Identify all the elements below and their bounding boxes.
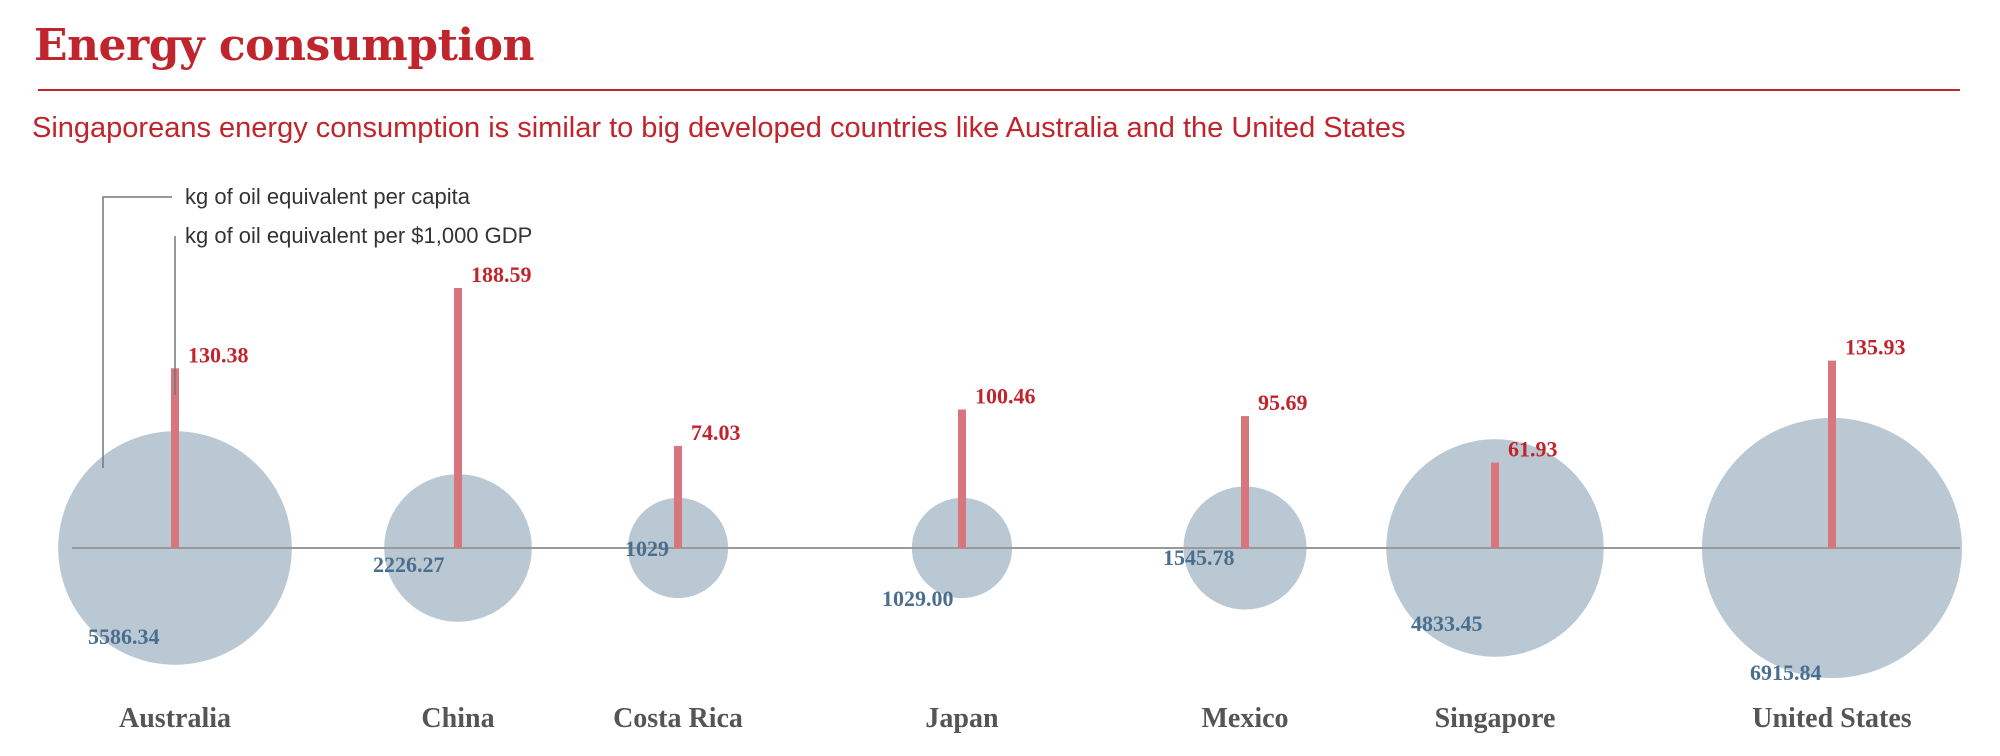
- bar-label-united-states: 135.93: [1845, 335, 1906, 360]
- bar-label-mexico: 95.69: [1258, 390, 1308, 415]
- legend-per-capita: kg of oil equivalent per capita: [185, 184, 471, 209]
- bar-mexico: [1241, 416, 1249, 548]
- legend: kg of oil equivalent per capita kg of oi…: [102, 184, 532, 468]
- bubble-label-china: 2226.27: [373, 552, 445, 577]
- bar-australia: [171, 368, 179, 548]
- bubble-label-australia: 5586.34: [88, 624, 160, 649]
- category-label-china: China: [421, 703, 494, 734]
- category-label-singapore: Singapore: [1435, 703, 1556, 734]
- bar-china: [454, 288, 462, 548]
- legend-per-gdp: kg of oil equivalent per $1,000 GDP: [185, 223, 532, 248]
- category-label-japan: Japan: [925, 703, 999, 734]
- bar-label-china: 188.59: [471, 262, 532, 287]
- bar-costa-rica: [674, 445, 682, 548]
- chart-subtitle: Singaporeans energy consumption is simil…: [32, 112, 1406, 144]
- label-layer: 130.38 5586.34 Australia 188.59 2226.27 China…: [88, 262, 1912, 734]
- category-label-mexico: Mexico: [1201, 703, 1288, 734]
- bubble-label-mexico: 1545.78: [1163, 545, 1235, 570]
- bar-japan: [958, 409, 966, 548]
- category-label-united-states: United States: [1752, 703, 1912, 734]
- bar-singapore: [1491, 462, 1499, 548]
- bubble-label-japan: 1029.00: [882, 586, 954, 611]
- bar-label-costa-rica: 74.03: [691, 420, 741, 445]
- bar-layer: [171, 288, 1836, 548]
- bar-label-singapore: 61.93: [1508, 437, 1558, 462]
- bubble-label-costa-rica: 1029: [625, 536, 669, 561]
- bar-label-japan: 100.46: [975, 384, 1036, 409]
- bar-label-australia: 130.38: [188, 342, 249, 367]
- title-rule: [38, 89, 1960, 91]
- category-label-costa-rica: Costa Rica: [613, 703, 743, 734]
- category-label-australia: Australia: [119, 703, 231, 734]
- bar-united-states: [1828, 360, 1836, 548]
- bubble-label-singapore: 4833.45: [1411, 611, 1483, 636]
- bubble-label-united-states: 6915.84: [1750, 660, 1822, 685]
- chart-title: Energy consumption: [34, 20, 534, 71]
- legend-leader-per-capita: [102, 196, 172, 468]
